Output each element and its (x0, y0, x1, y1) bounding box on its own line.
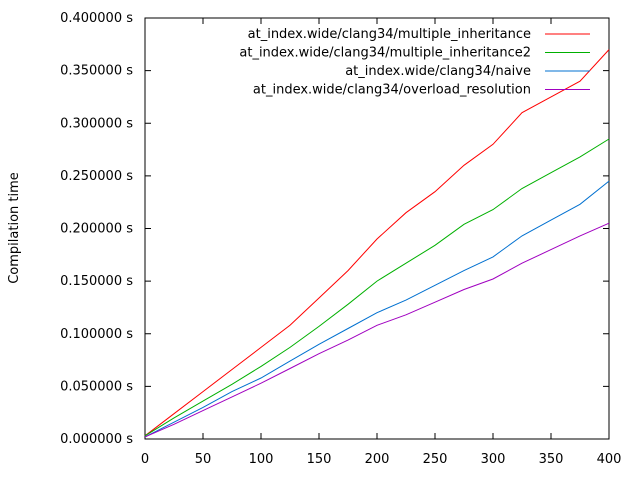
x-tick-label: 100 (249, 452, 274, 467)
series-group (144, 49, 610, 438)
x-tick-label: 0 (141, 452, 149, 467)
y-tick-label: 0.350000 s (60, 64, 133, 79)
y-tick-label: 0.050000 s (60, 379, 133, 394)
series-line-1 (144, 49, 610, 437)
x-axis: 0 50 100 150 200 250 300 350 400 (141, 18, 622, 467)
legend: at_index.wide/clang34/multiple_inheritan… (239, 27, 590, 98)
y-axis-title: Compilation time (7, 172, 22, 284)
series-line-4 (144, 222, 610, 438)
y-tick-label: 0.400000 s (60, 11, 133, 26)
legend-label-2: at_index.wide/clang34/multiple_inheritan… (239, 46, 531, 61)
x-tick-label: 400 (597, 452, 622, 467)
x-tick-label: 300 (481, 452, 506, 467)
x-tick-label: 200 (365, 452, 390, 467)
x-tick-label: 50 (195, 452, 212, 467)
series-line-3 (144, 180, 610, 438)
y-tick-label: 0.150000 s (60, 274, 133, 289)
x-tick-label: 150 (307, 452, 332, 467)
y-tick-label: 0.100000 s (60, 327, 133, 342)
y-tick-label: 0.000000 s (60, 432, 133, 447)
y-tick-label: 0.200000 s (60, 222, 133, 237)
series-line-2 (144, 138, 610, 437)
y-tick-label: 0.250000 s (60, 169, 133, 184)
y-axis: 0.000000 s 0.050000 s 0.100000 s 0.150000 s… (60, 11, 609, 447)
y-tick-label: 0.300000 s (60, 116, 133, 131)
x-tick-label: 250 (423, 452, 448, 467)
legend-label-3: at_index.wide/clang34/naive (345, 64, 531, 79)
x-tick-label: 350 (539, 452, 564, 467)
legend-label-4: at_index.wide/clang34/overload_resolutio… (253, 83, 531, 98)
legend-label-1: at_index.wide/clang34/multiple_inheritan… (248, 27, 531, 42)
plot-area-frame (144, 17, 610, 440)
